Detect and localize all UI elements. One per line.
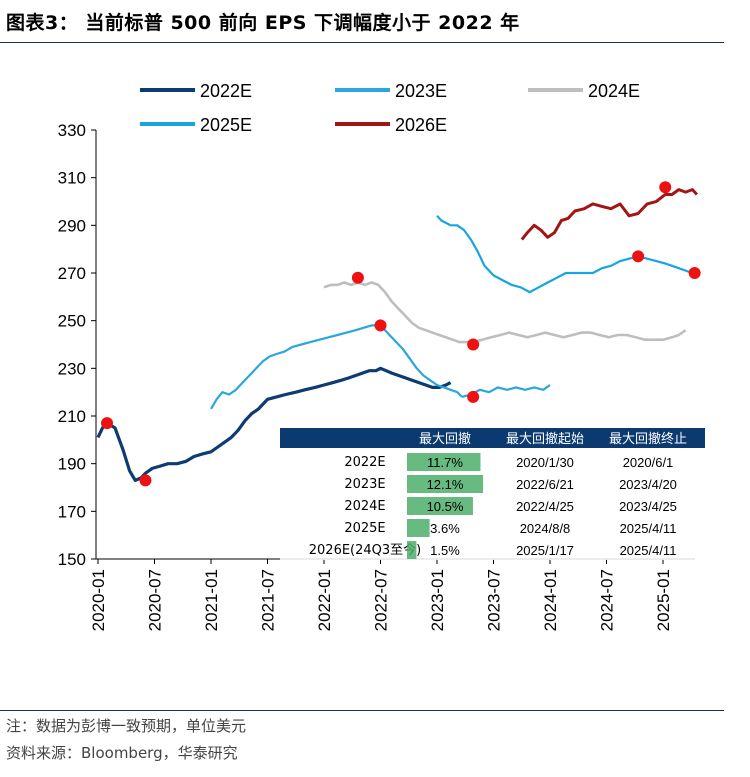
table-row-label: 2026E(24Q3至今): [309, 542, 422, 558]
table-value: 10.5%: [427, 499, 464, 514]
drawdown-bar: [407, 453, 481, 471]
x-tick-label: 2023-07: [485, 569, 504, 631]
table-start: 2020/1/30: [516, 455, 574, 470]
table-row-label: 2024E: [344, 499, 385, 514]
drawdown-bar: [407, 519, 430, 537]
table-row-bg: [280, 516, 705, 538]
table-header-cell: 最大回撤起始: [506, 431, 584, 447]
table-value: 3.6%: [430, 521, 460, 536]
drawdown-marker: [139, 474, 152, 487]
table-start: 2022/6/21: [516, 477, 574, 492]
series-line-2026E: [520, 188, 699, 241]
chart-axes: 150 170 190 210 230 250 270 290 310 330 2020-01 202…: [58, 121, 695, 631]
series-line-2024E: [323, 281, 687, 344]
table-row-bg: [280, 494, 705, 516]
drawdown-bar: [407, 541, 417, 559]
y-tick-label: 150: [58, 550, 86, 569]
title-divider: [0, 42, 724, 43]
drawdown-bar: [407, 497, 473, 515]
drawdown-marker: [467, 338, 480, 351]
table-value: 1.5%: [430, 543, 460, 558]
x-tick-label: 2022-01: [315, 569, 334, 631]
table-row-bg: [280, 450, 705, 472]
footnote: 注：数据为彭博一致预期，单位美元: [6, 717, 247, 735]
y-tick-label: 330: [58, 121, 86, 140]
drawdown-marker: [101, 417, 114, 430]
y-tick-label: 270: [58, 264, 86, 283]
y-tick-label: 250: [58, 312, 86, 331]
table-value: 12.1%: [427, 477, 464, 492]
table-start: 2022/4/25: [516, 499, 574, 514]
table-start: 2025/1/17: [516, 543, 574, 558]
chart-series: [96, 188, 699, 482]
table-end: 2025/4/11: [620, 543, 677, 558]
table-header-cell: 最大回撤: [419, 431, 471, 447]
x-tick-label: 2021-01: [202, 569, 221, 631]
table-row-label: 2022E: [344, 455, 385, 470]
table-start: 2024/8/8: [520, 521, 571, 536]
eps-chart: 2022E 2023E 2024E 2025E 2026E 150 170 190 210 23…: [58, 81, 705, 631]
drawdown-marker: [374, 319, 387, 332]
table-row-label: 2023E: [344, 477, 385, 492]
series-line-2025E: [436, 215, 693, 294]
y-tick-label: 170: [58, 502, 86, 521]
legend-label: 2024E: [588, 81, 640, 101]
y-tick-label: 210: [58, 407, 86, 426]
series-line-2022E: [96, 366, 452, 482]
drawdown-marker: [632, 250, 645, 263]
x-tick-label: 2024-01: [541, 569, 560, 631]
x-tick-label: 2021-07: [259, 569, 278, 631]
drawdown-marker: [688, 267, 701, 279]
source-note: 资料来源：Bloomberg，华泰研究: [6, 744, 238, 762]
table-row-bg: [280, 472, 705, 494]
drawdown-marker: [659, 181, 672, 194]
x-tick-label: 2020-07: [146, 569, 165, 631]
x-tick-label: 2024-07: [598, 569, 617, 631]
table-value: 11.7%: [427, 455, 463, 470]
table-header-bar: [280, 428, 705, 448]
y-tick-label: 230: [58, 359, 86, 378]
legend-label: 2022E: [200, 81, 252, 101]
y-tick-label: 310: [58, 169, 86, 188]
series-line-2023E: [210, 324, 463, 410]
footer-divider: [0, 710, 724, 711]
x-tick-label: 2020-01: [89, 569, 108, 631]
series-line-2025E-lower: [461, 384, 551, 398]
table-header-cell: 最大回撤终止: [609, 431, 687, 447]
table-end: 2020/6/1: [623, 455, 674, 470]
table-row-label: 2025E: [344, 521, 385, 536]
drawdown-marker: [467, 390, 480, 403]
x-tick-label: 2023-01: [428, 569, 447, 631]
chart-legend: 2022E 2023E 2024E 2025E 2026E: [140, 81, 640, 135]
table-end: 2023/4/25: [619, 499, 677, 514]
page-title: 图表3： 当前标普 500 前向 EPS 下调幅度小于 2022 年: [6, 12, 520, 34]
x-tick-label: 2022-07: [372, 569, 391, 631]
x-tick-label: 2025-01: [654, 569, 673, 631]
drawdown-bar: [407, 475, 483, 493]
legend-label: 2026E: [395, 115, 447, 135]
chart-markers: [101, 181, 701, 487]
y-tick-label: 290: [58, 216, 86, 235]
drawdown-marker: [351, 271, 364, 284]
table-end: 2023/4/20: [619, 477, 677, 492]
legend-label: 2023E: [395, 81, 447, 101]
legend-label: 2025E: [200, 115, 252, 135]
table-end: 2025/4/11: [620, 521, 677, 536]
table-row-bg: [280, 538, 705, 560]
drawdown-table: 最大回撤 最大回撤起始 最大回撤终止 2022E 11.7% 2020/1/30 2020/…: [280, 428, 705, 560]
y-tick-label: 190: [58, 455, 86, 474]
